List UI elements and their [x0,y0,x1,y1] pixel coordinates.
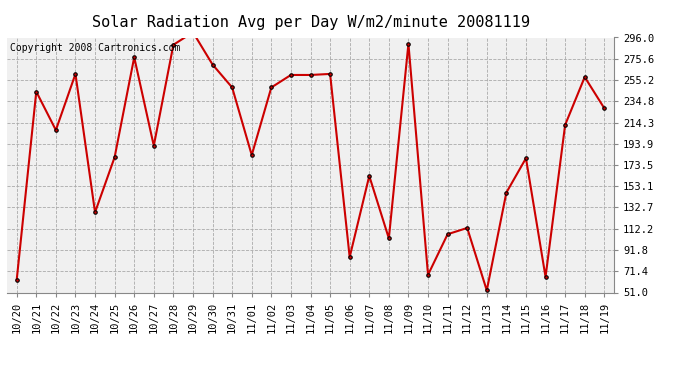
Text: Copyright 2008 Cartronics.com: Copyright 2008 Cartronics.com [10,43,180,52]
Text: Solar Radiation Avg per Day W/m2/minute 20081119: Solar Radiation Avg per Day W/m2/minute … [92,15,529,30]
